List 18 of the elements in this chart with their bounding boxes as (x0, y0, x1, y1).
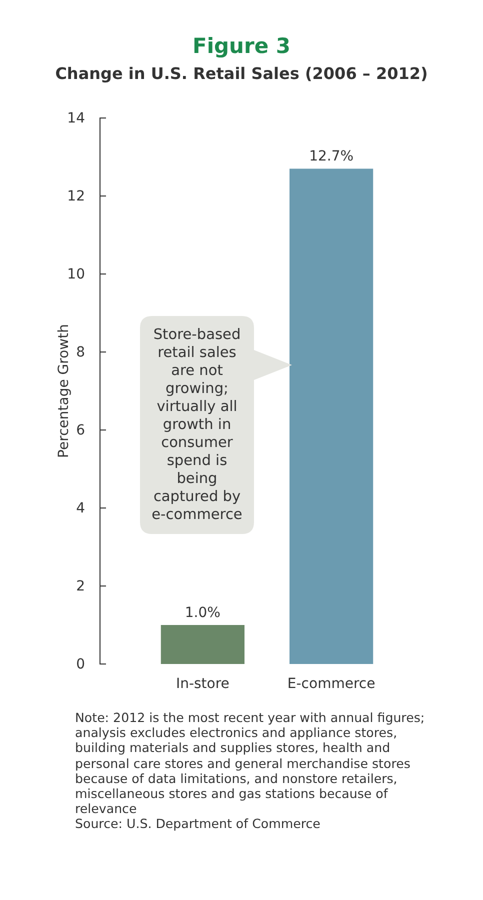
x-tick-label: In-store (176, 676, 230, 692)
y-axis-title: Percentage Growth (56, 324, 72, 458)
y-tick-label: 12 (67, 188, 85, 204)
chart-title: Figure 3 (191, 34, 292, 58)
data-label: 12.7% (309, 148, 354, 165)
y-tick-label: 10 (67, 266, 85, 282)
y-tick-label: 0 (76, 656, 85, 672)
y-tick-label: 14 (67, 110, 86, 126)
y-tick-label: 4 (76, 500, 86, 516)
text: Store-based retail sales are not growing; virtually all growth in consumer spend is being captured by e-commerce (152, 327, 242, 523)
data-label: 1.0% (184, 605, 220, 621)
y-tick-label: 6 (76, 422, 86, 438)
y-tick-label: 2 (76, 578, 85, 594)
source-note: Source: U.S. Department of Commerce (75, 816, 322, 832)
y-tick-label: 8 (76, 344, 85, 360)
chart-subtitle: Change in U.S. Retail Sales (2006 – 2012) (54, 64, 429, 83)
x-tick-label: E-commerce (287, 676, 376, 692)
text: Note: 2012 is the most recent year with annual figures; analysis excludes electronics and appliance stores, building materials and supplies stores, health and personal care stores and general merchandise stores because of data limitations, and nonstore retailers, miscellaneous stores and gas stations because of relevance (75, 710, 426, 816)
